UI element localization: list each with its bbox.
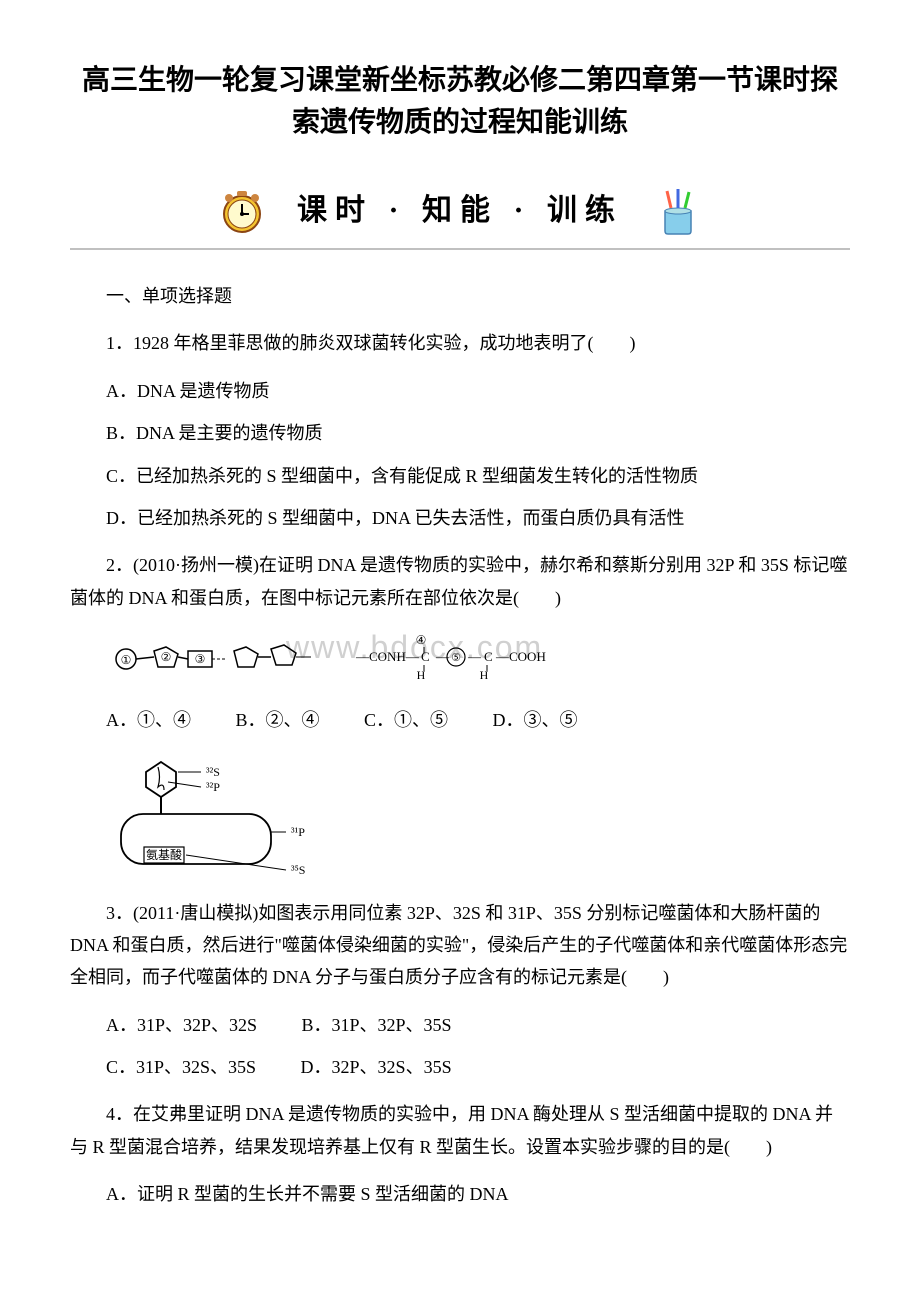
svg-text:⑤: ⑤ bbox=[451, 652, 461, 664]
question-1: 1．1928 年格里菲思做的肺炎双球菌转化实验，成功地表明了( ) bbox=[70, 327, 850, 359]
question-3: 3．(2011·唐山模拟)如图表示用同位素 32P、32S 和 31P、35S … bbox=[70, 897, 850, 994]
svg-text:—CONH—: —CONH— bbox=[355, 649, 420, 664]
svg-text:C: C bbox=[421, 649, 430, 664]
svg-text:³²S: ³²S bbox=[206, 765, 220, 779]
svg-text:④: ④ bbox=[416, 633, 427, 647]
banner-text: 课时 · 知能 · 训练 bbox=[297, 184, 623, 238]
q3-options-row2: C．31P、32S、35S D．32P、32S、35S bbox=[70, 1051, 850, 1083]
q3-option-a: A．31P、32P、32S bbox=[106, 1015, 257, 1035]
q2-option-c: C．①、⑤ bbox=[364, 710, 448, 730]
q2-option-a: A．①、④ bbox=[106, 710, 191, 730]
q3-option-c: C．31P、32S、35S bbox=[106, 1057, 256, 1077]
svg-text:—COOH: —COOH bbox=[495, 649, 546, 664]
q4-option-a: A．证明 R 型菌的生长并不需要 S 型活细菌的 DNA bbox=[70, 1178, 850, 1210]
svg-text:³¹P: ³¹P bbox=[291, 825, 305, 839]
phage-diagram: 氨基酸 ³²S ³²P ³¹P ³⁵S bbox=[106, 752, 850, 882]
q3-options-row1: A．31P、32P、32S B．31P、32P、35S bbox=[70, 1009, 850, 1041]
q1-option-c: C．已经加热杀死的 S 型细菌中，含有能促成 R 型细菌发生转化的活性物质 bbox=[70, 460, 850, 492]
q1-option-b: B．DNA 是主要的遗传物质 bbox=[70, 417, 850, 449]
svg-text:³²P: ³²P bbox=[206, 780, 220, 794]
q1-option-a: A．DNA 是遗传物质 bbox=[70, 375, 850, 407]
svg-text:C: C bbox=[484, 649, 493, 664]
svg-text:②: ② bbox=[161, 650, 172, 664]
q3-option-d: D．32P、32S、35S bbox=[301, 1057, 452, 1077]
q2-option-b: B．②、④ bbox=[236, 710, 320, 730]
question-2: 2．(2010·扬州一模)在证明 DNA 是遗传物质的实验中，赫尔希和蔡斯分别用… bbox=[70, 549, 850, 614]
question-4: 4．在艾弗里证明 DNA 是遗传物质的实验中，用 DNA 酶处理从 S 型活细菌… bbox=[70, 1098, 850, 1163]
pencil-cup-icon bbox=[653, 186, 703, 236]
clock-icon bbox=[217, 186, 267, 236]
svg-text:³⁵S: ³⁵S bbox=[291, 863, 305, 877]
q2-options: A．①、④ B．②、④ C．①、⑤ D．③、⑤ bbox=[70, 704, 850, 736]
q3-option-b: B．31P、32P、35S bbox=[302, 1015, 452, 1035]
molecular-diagram: www.bdocx.com ① ② ③ —CONH— C ④ H — ⑤ — C… bbox=[106, 629, 850, 689]
banner: 课时 · 知能 · 训练 bbox=[70, 174, 850, 250]
svg-text:—: — bbox=[467, 649, 482, 664]
svg-text:③: ③ bbox=[195, 652, 206, 666]
section-header: 一、单项选择题 bbox=[70, 280, 850, 312]
amino-acid-label: 氨基酸 bbox=[146, 847, 182, 862]
q1-option-d: D．已经加热杀死的 S 型细菌中，DNA 已失去活性，而蛋白质仍具有活性 bbox=[70, 502, 850, 534]
q2-option-d: D．③、⑤ bbox=[493, 710, 578, 730]
page-title: 高三生物一轮复习课堂新坐标苏教必修二第四章第一节课时探索遗传物质的过程知能训练 bbox=[70, 60, 850, 144]
svg-text:①: ① bbox=[121, 653, 132, 667]
